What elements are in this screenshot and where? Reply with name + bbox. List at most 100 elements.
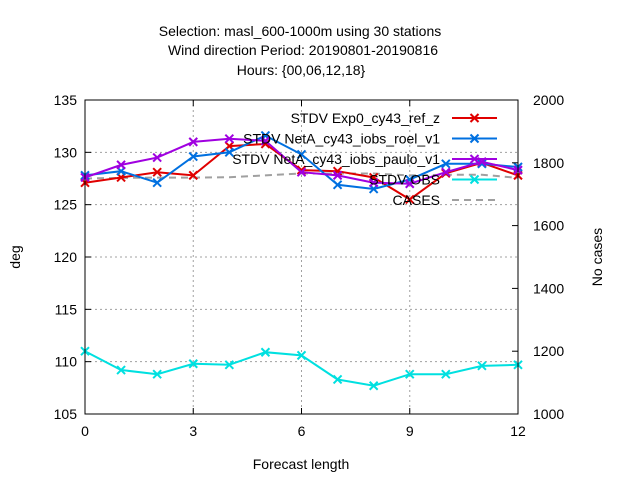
marker-stroke xyxy=(188,359,198,369)
marker-stroke xyxy=(332,170,343,181)
chart-title-line-3: Hours: {00,06,12,18} xyxy=(237,62,366,78)
data-point-obs xyxy=(152,369,162,379)
data-point-paulo xyxy=(296,167,307,177)
data-point-paulo xyxy=(224,134,235,144)
x-tick-label: 6 xyxy=(298,423,306,439)
data-point-obs xyxy=(368,381,379,391)
y-tick-label: 110 xyxy=(55,354,78,370)
marker-stroke xyxy=(224,147,235,158)
data-point-obs xyxy=(260,347,271,357)
marker-stroke xyxy=(260,139,271,149)
marker-stroke xyxy=(332,180,343,190)
y2-axis-label: No cases xyxy=(589,228,605,286)
y2-tick-label: 1200 xyxy=(533,343,564,359)
marker-stroke xyxy=(296,149,307,160)
data-point-paulo xyxy=(368,177,379,188)
data-point-paulo xyxy=(260,136,271,146)
legend-marker-paulo xyxy=(469,154,480,164)
marker-stroke xyxy=(296,167,307,177)
axis-ticks: 105 110 115 120 125 130 135 0 3 6 9 12 1000 1200 1400 1… xyxy=(54,92,565,439)
y2-tick-label: 1600 xyxy=(533,218,564,234)
legend-label: CASES xyxy=(393,192,440,208)
marker-stroke xyxy=(477,361,487,371)
marker-stroke xyxy=(116,365,126,375)
marker-stroke xyxy=(368,177,379,188)
x-tick-label: 0 xyxy=(81,423,89,439)
data-point-obs xyxy=(116,365,126,375)
y2-tick-label: 1400 xyxy=(533,280,564,296)
data-point-ref xyxy=(188,170,198,181)
y-tick-label: 135 xyxy=(54,92,78,108)
marker-stroke xyxy=(332,374,343,385)
series-group xyxy=(80,130,523,391)
data-point-roel xyxy=(441,159,451,169)
data-point-roel xyxy=(188,151,198,162)
data-point-paulo xyxy=(332,170,343,181)
marker-stroke xyxy=(469,154,480,164)
legend-marker-ref xyxy=(469,113,480,123)
y-tick-label: 125 xyxy=(54,197,78,213)
chart-title-line-1: Selection: masl_600-1000m using 30 stati… xyxy=(159,23,442,39)
data-point-ref xyxy=(152,167,162,177)
marker-stroke xyxy=(469,174,480,185)
marker-stroke xyxy=(296,350,307,361)
data-point-obs xyxy=(224,360,235,370)
y-tick-label: 130 xyxy=(54,144,78,160)
legend-label: STDV Exp0_cy43_ref_z xyxy=(291,110,440,126)
marker-stroke xyxy=(152,369,162,379)
x-axis-label: Forecast length xyxy=(253,456,350,472)
legend-label: STDV OBS xyxy=(369,172,440,188)
data-point-obs xyxy=(405,369,415,379)
marker-stroke xyxy=(260,136,271,146)
legend-marker-roel xyxy=(469,133,480,144)
data-point-paulo xyxy=(441,167,451,177)
marker-stroke xyxy=(224,134,235,144)
marker-stroke xyxy=(405,179,415,189)
legend-marker-obs xyxy=(469,174,480,185)
marker-stroke xyxy=(469,133,480,144)
grid xyxy=(85,100,518,414)
data-point-paulo xyxy=(116,160,126,170)
data-point-obs xyxy=(332,374,343,385)
data-point-paulo xyxy=(188,137,198,147)
marker-stroke xyxy=(188,151,198,162)
marker-stroke xyxy=(441,369,451,379)
y2-tick-label: 2000 xyxy=(533,92,564,108)
marker-stroke xyxy=(152,167,162,177)
y-tick-label: 115 xyxy=(55,301,78,317)
data-point-ref xyxy=(405,194,415,205)
marker-stroke xyxy=(152,177,162,188)
marker-stroke xyxy=(405,369,415,379)
chart-title-line-2: Wind direction Period: 20190801-20190816 xyxy=(168,42,438,58)
data-point-roel xyxy=(152,177,162,188)
data-point-roel xyxy=(477,159,487,169)
data-point-roel xyxy=(332,180,343,190)
y-axis-label: deg xyxy=(7,245,23,268)
marker-stroke xyxy=(260,347,271,357)
y2-tick-label: 1000 xyxy=(533,406,564,422)
marker-stroke xyxy=(188,137,198,147)
data-point-obs xyxy=(441,369,451,379)
data-point-obs xyxy=(296,350,307,361)
marker-stroke xyxy=(368,381,379,391)
y2-tick-label: 1800 xyxy=(533,155,564,171)
marker-stroke xyxy=(152,152,162,163)
x-tick-label: 3 xyxy=(189,423,197,439)
y-tick-label: 105 xyxy=(54,406,78,422)
marker-stroke xyxy=(469,113,480,123)
marker-stroke xyxy=(405,194,415,205)
legend: STDV Exp0_cy43_ref_z STDV NetA_cy43_iobs_… xyxy=(232,110,497,208)
data-point-obs xyxy=(188,359,198,369)
legend-label: STDV NetA_cy43_iobs_paulo_v1 xyxy=(232,151,440,167)
y-tick-label: 120 xyxy=(54,249,78,265)
marker-stroke xyxy=(116,160,126,170)
marker-stroke xyxy=(296,165,307,175)
data-point-roel xyxy=(224,147,235,158)
data-point-obs xyxy=(477,361,487,371)
marker-stroke xyxy=(224,360,235,370)
legend-label: STDV NetA_cy43_iobs_roel_v1 xyxy=(243,131,440,147)
data-point-paulo xyxy=(405,179,415,189)
marker-stroke xyxy=(441,159,451,169)
x-tick-label: 9 xyxy=(406,423,414,439)
